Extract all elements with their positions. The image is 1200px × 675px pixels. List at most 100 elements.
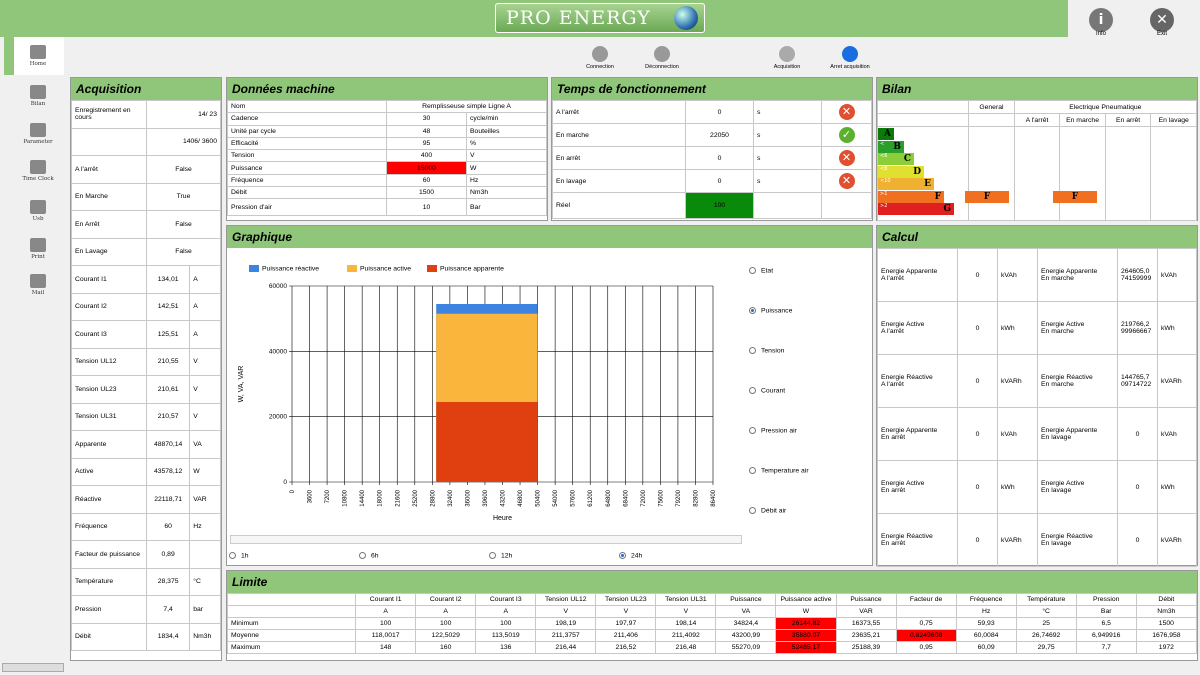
machine-value: 30 xyxy=(386,112,467,126)
radio-circle[interactable] xyxy=(749,267,756,274)
limite-value: 26,74692 xyxy=(1015,629,1077,642)
temps-status: ✕ xyxy=(821,146,872,170)
energy-class-e: <10 E xyxy=(878,178,934,190)
toolbar-acquisition[interactable]: Acquisition xyxy=(757,46,817,70)
time-clock-icon xyxy=(30,160,46,174)
acq-unit: V xyxy=(189,347,221,376)
machine-row: Tension 400 V xyxy=(227,149,547,163)
radio-temperature-air[interactable]: Temperature air xyxy=(749,467,809,474)
acq-value: 210,57 xyxy=(145,402,191,431)
limite-value: 148 xyxy=(355,641,417,654)
nav-time-clock[interactable]: Time Clock xyxy=(18,160,58,182)
radio-circle[interactable] xyxy=(749,467,756,474)
radio-circle[interactable] xyxy=(619,552,626,559)
limite-row: Moyenne 118,0017 122,5029 113,5019 211,3757 2… xyxy=(226,629,1198,642)
print-icon xyxy=(30,238,46,252)
toolbar-arret-acquisition[interactable]: Arret acquisition xyxy=(820,46,880,70)
info-button[interactable]: i xyxy=(1089,8,1113,32)
calcul-value: 0 xyxy=(1117,513,1158,567)
bilan-general-header: General xyxy=(968,100,1015,114)
energy-class-a: A xyxy=(878,128,894,140)
nav-parameter[interactable]: Parameter xyxy=(18,123,58,145)
bilan-subheader: A l'arrêt En marche En arrêt En lavage xyxy=(876,113,1197,127)
calcul-value: 0 xyxy=(957,301,998,355)
acquisition-title: Acquisition xyxy=(71,78,221,100)
machine-label: Tension xyxy=(227,149,387,163)
energy-letter: G xyxy=(943,204,951,214)
limite-header: Puissance active xyxy=(775,593,837,606)
radio-circle[interactable] xyxy=(749,347,756,354)
home-tab[interactable] xyxy=(4,37,64,75)
calcul-label: Energie Active En marche xyxy=(1037,301,1118,355)
nav-home[interactable]: Home xyxy=(18,45,58,67)
toolbar-déconnection[interactable]: Déconnection xyxy=(632,46,692,70)
nav-mail[interactable]: Mail xyxy=(18,274,58,296)
nav-print[interactable]: Print xyxy=(18,238,58,260)
radio-circle[interactable] xyxy=(749,307,756,314)
bilan-elec-header: Electrique Pneumatique xyxy=(1013,100,1198,114)
acquisition-row: 1406/ 3600 xyxy=(71,127,221,156)
nav-label: Home xyxy=(29,61,47,67)
calcul-state: A l'arrêt xyxy=(881,275,904,282)
radio-circle[interactable] xyxy=(359,552,366,559)
x-tick-label: 36000 xyxy=(465,489,471,506)
radio-etat[interactable]: Etat xyxy=(749,267,773,274)
calcul-state: En arrêt xyxy=(881,434,906,441)
calcul-title: Calcul xyxy=(877,226,1197,248)
radio-débit-air[interactable]: Débit air xyxy=(749,507,786,514)
range-label: 6h xyxy=(371,552,379,560)
radio-puissance[interactable]: Puissance xyxy=(749,307,792,314)
range-label: 24h xyxy=(631,552,643,560)
calcul-label: Energie Apparente En arrêt xyxy=(877,407,958,461)
calcul-value: 264605,0 74159999 xyxy=(1117,248,1158,302)
bottom-scrollbar[interactable] xyxy=(2,663,64,672)
acq-label: Apparente xyxy=(71,430,147,459)
nav-usb[interactable]: Usb xyxy=(18,200,58,222)
legend-label: Puissance apparente xyxy=(440,265,504,273)
x-tick-label: 79200 xyxy=(676,489,682,506)
radio-tension[interactable]: Tension xyxy=(749,347,784,354)
range-24h[interactable]: 24h xyxy=(619,552,642,559)
limite-unit: V xyxy=(655,605,717,618)
info-label: Info xyxy=(1095,31,1106,37)
radio-pression-air[interactable]: Pression air xyxy=(749,427,797,434)
radio-circle[interactable] xyxy=(229,552,236,559)
limite-unit: V xyxy=(595,605,657,618)
range-12h[interactable]: 12h xyxy=(489,552,512,559)
acquisition-row: Pression 7,4 bar xyxy=(71,595,221,624)
limite-value: 216,44 xyxy=(535,641,597,654)
bilan-corner xyxy=(876,113,970,127)
range-6h[interactable]: 6h xyxy=(359,552,379,559)
nav-bilan[interactable]: Bilan xyxy=(18,85,58,107)
radio-circle[interactable] xyxy=(749,507,756,514)
x-tick-label: 28800 xyxy=(430,489,436,506)
chart-scrollbar[interactable] xyxy=(230,535,742,544)
radio-circle[interactable] xyxy=(749,387,756,394)
toolbar-connection[interactable]: Connection xyxy=(570,46,630,70)
limite-title: Limite xyxy=(227,571,1197,593)
radio-circle[interactable] xyxy=(489,552,496,559)
bilan-corner xyxy=(876,100,970,114)
range-1h[interactable]: 1h xyxy=(229,552,249,559)
machine-value: 60 xyxy=(386,173,467,188)
error-icon: ✕ xyxy=(838,104,855,120)
radio-courant[interactable]: Courant xyxy=(749,387,785,394)
calcul-state: En marche xyxy=(1041,381,1074,388)
acquisition-row: En Marche True xyxy=(71,182,221,211)
machine-row: Puissance 15000 W xyxy=(227,161,547,175)
exit-button[interactable]: ✕ xyxy=(1150,8,1174,32)
temps-value: 0 xyxy=(685,146,754,170)
x-tick-label: 64800 xyxy=(606,489,612,506)
temps-label: Réel xyxy=(552,192,686,219)
acq-value: 22118,71 xyxy=(145,485,191,514)
graph-panel: Graphique Puissance réactive Puissance ac… xyxy=(226,225,873,566)
limite-value: 1500 xyxy=(1135,617,1198,630)
calcul-energy: Energie Réactive xyxy=(1041,533,1093,540)
x-tick-label: 39600 xyxy=(483,489,489,506)
acq-unit: VAR xyxy=(189,485,221,514)
radio-circle[interactable] xyxy=(749,427,756,434)
limite-value: 216,52 xyxy=(595,641,657,654)
calcul-energy: Energie Réactive xyxy=(881,533,933,540)
limite-header: Débit xyxy=(1135,593,1198,606)
radio-label: Temperature air xyxy=(761,467,809,475)
